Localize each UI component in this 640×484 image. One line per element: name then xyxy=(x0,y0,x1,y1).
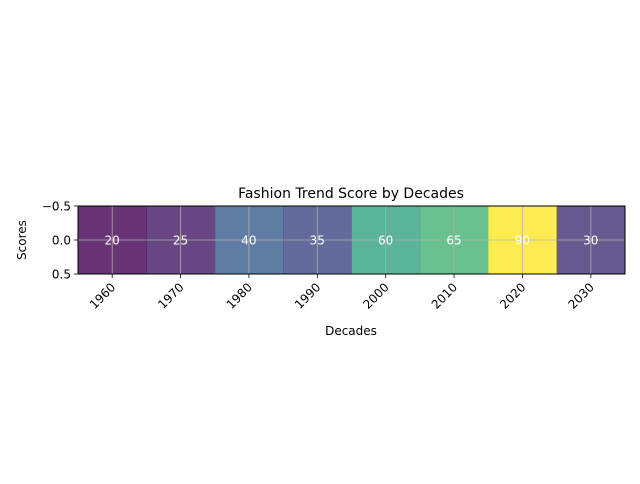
grid-lines xyxy=(78,206,625,274)
x-axis-label: Decades xyxy=(325,324,377,338)
cell-value-label: 30 xyxy=(583,234,598,248)
y-tick-label: −0.5 xyxy=(42,200,71,214)
y-axis-ticks: −0.5 0.0 0.5 xyxy=(42,200,78,282)
chart-title: Fashion Trend Score by Decades xyxy=(238,186,464,202)
cell-value-label: 60 xyxy=(378,234,393,248)
cell-value-label: 65 xyxy=(446,234,461,248)
y-tick-label: 0.0 xyxy=(52,234,71,248)
cell-value-label: 90 xyxy=(515,234,530,248)
y-tick-label: 0.5 xyxy=(52,268,71,282)
cell-value-label: 40 xyxy=(241,234,256,248)
cell-value-labels: 20 25 40 35 60 65 90 30 xyxy=(105,234,599,248)
y-axis-label: Scores xyxy=(15,220,29,260)
cell-value-label: 35 xyxy=(310,234,325,248)
cell-value-label: 20 xyxy=(105,234,120,248)
cell-value-label: 25 xyxy=(173,234,188,248)
